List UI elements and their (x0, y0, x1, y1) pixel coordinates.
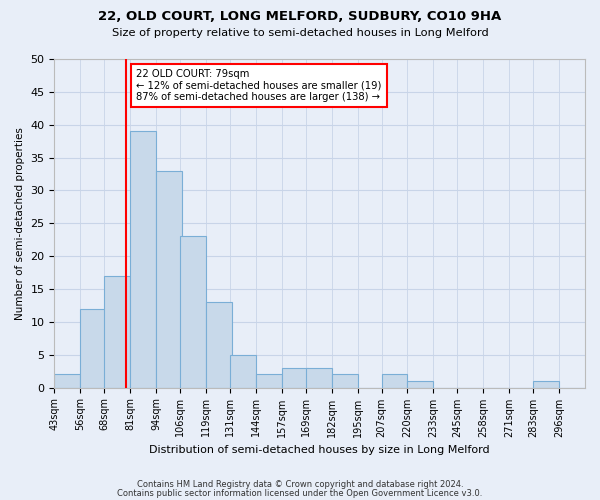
Bar (533, 381, 559, 388)
Text: 22 OLD COURT: 79sqm
← 12% of semi-detached houses are smaller (19)
87% of semi-d: 22 OLD COURT: 79sqm ← 12% of semi-detach… (136, 69, 382, 102)
Text: Contains public sector information licensed under the Open Government Licence v3: Contains public sector information licen… (118, 489, 482, 498)
Bar (230, 354, 256, 388)
Bar (180, 236, 206, 388)
Bar (332, 374, 358, 388)
Text: 22, OLD COURT, LONG MELFORD, SUDBURY, CO10 9HA: 22, OLD COURT, LONG MELFORD, SUDBURY, CO… (98, 10, 502, 23)
Bar (306, 368, 332, 388)
Bar (104, 276, 130, 388)
Bar (206, 302, 232, 388)
Bar (130, 132, 156, 388)
Bar (382, 374, 407, 388)
Bar (80, 308, 106, 388)
Y-axis label: Number of semi-detached properties: Number of semi-detached properties (15, 127, 25, 320)
Bar (256, 374, 282, 388)
Bar (407, 381, 433, 388)
Bar (55, 374, 80, 388)
Bar (156, 170, 182, 388)
Bar (282, 368, 308, 388)
Text: Contains HM Land Registry data © Crown copyright and database right 2024.: Contains HM Land Registry data © Crown c… (137, 480, 463, 489)
Text: Size of property relative to semi-detached houses in Long Melford: Size of property relative to semi-detach… (112, 28, 488, 38)
X-axis label: Distribution of semi-detached houses by size in Long Melford: Distribution of semi-detached houses by … (149, 445, 490, 455)
